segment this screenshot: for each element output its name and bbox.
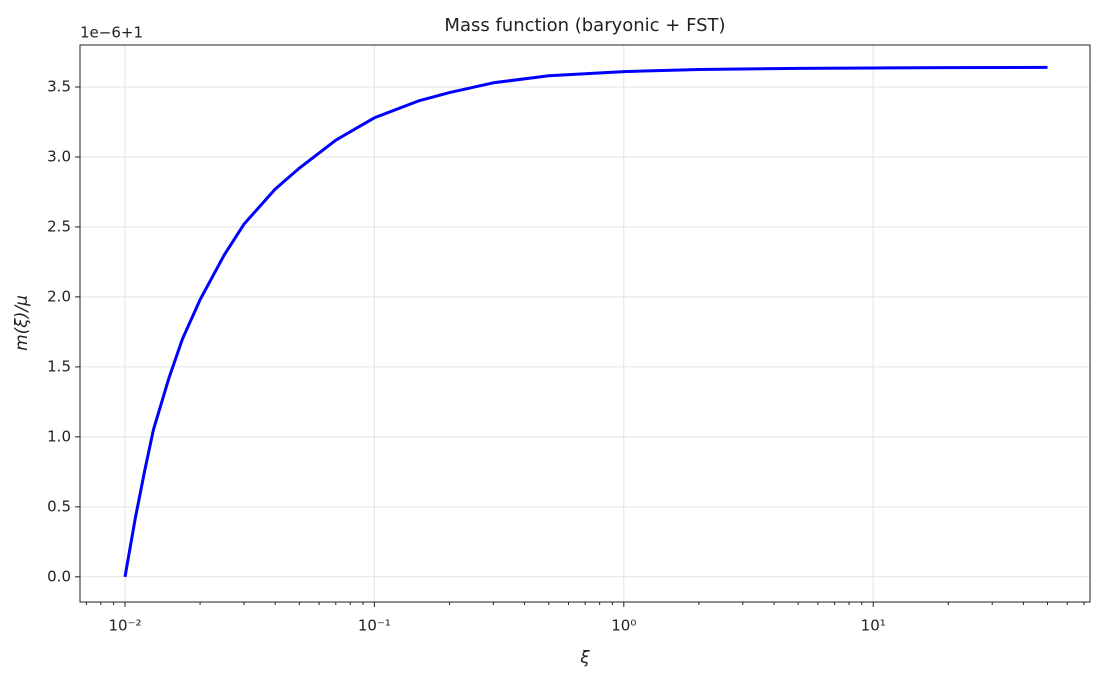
x-tick-label: 10⁰ [611,617,636,635]
y-tick-label: 0.5 [47,497,71,515]
x-tick-label: 10⁻¹ [358,617,391,635]
y-tick-label: 1.0 [47,427,71,445]
y-tick-label: 2.0 [47,287,71,305]
x-tick-label: 10⁻² [108,617,141,635]
offset-label: 1e−6+1 [80,24,143,42]
y-tick-label: 2.5 [47,217,71,235]
y-tick-label: 1.5 [47,357,71,375]
plot-frame [79,44,1091,603]
y-axis-label: m(ξ)/μ [12,295,32,351]
y-tick-label: 3.0 [47,147,71,165]
data-line [123,65,1048,578]
x-tick-label: 10¹ [861,617,886,635]
chart-title: Mass function (baryonic + FST) [444,15,725,36]
x-axis-label: ξ [579,648,590,668]
y-tick-label: 0.0 [47,567,71,585]
y-tick-label: 3.5 [47,77,71,95]
plot-area [80,45,1090,602]
